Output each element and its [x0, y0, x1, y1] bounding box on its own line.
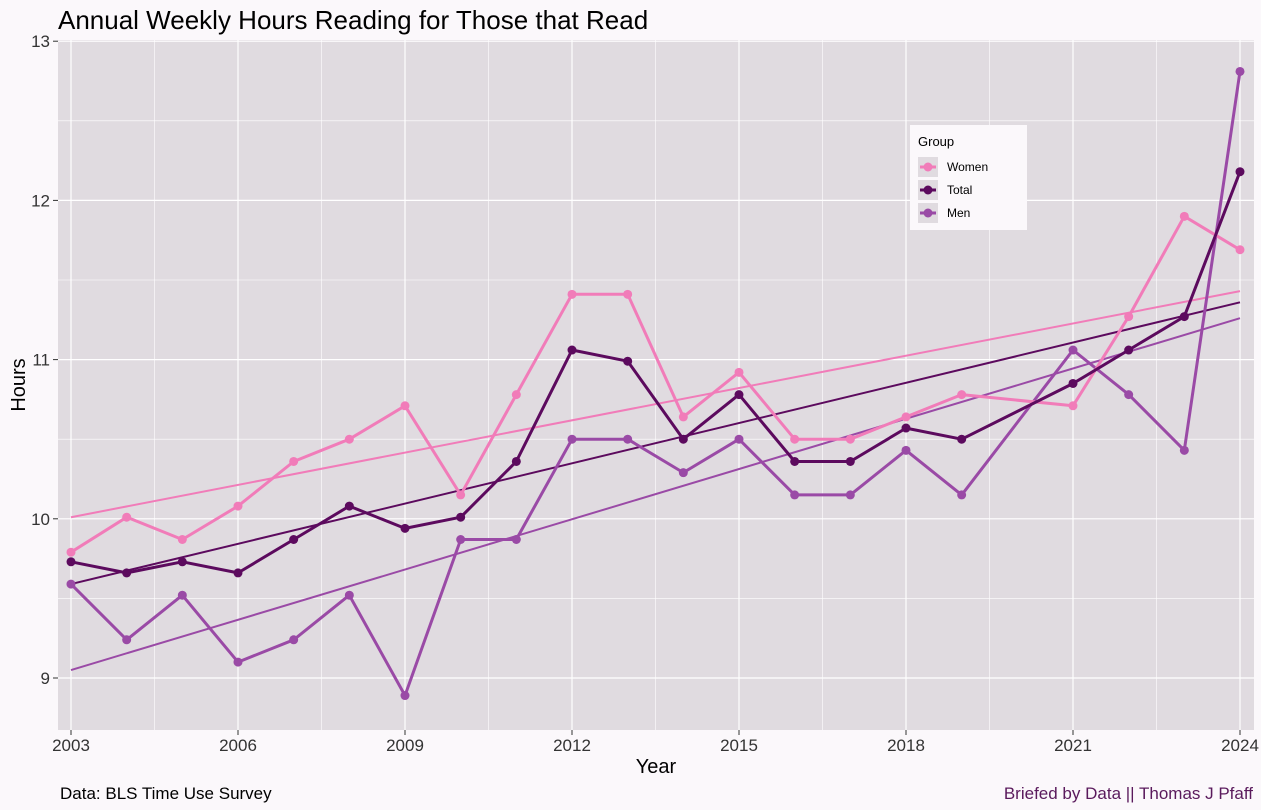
x-tick-label: 2009: [386, 736, 424, 755]
data-point-women: [623, 289, 633, 299]
legend-key-point: [923, 185, 933, 195]
legend-title: Group: [918, 134, 954, 149]
data-point-women: [1235, 245, 1245, 255]
data-point-women: [400, 401, 410, 411]
data-point-total: [1068, 378, 1078, 388]
x-axis-title: Year: [636, 756, 677, 778]
data-point-total: [456, 512, 466, 522]
x-tick-label: 2018: [887, 736, 925, 755]
y-axis-ticks: 9 10 11 12 13: [31, 32, 58, 688]
y-tick-label: 9: [41, 669, 50, 688]
data-point-women: [289, 456, 299, 466]
data-point-total: [344, 501, 354, 511]
data-point-men: [400, 691, 410, 701]
caption-credit: Briefed by Data || Thomas J Pfaff: [1004, 784, 1253, 803]
data-point-women: [122, 512, 132, 522]
legend-items: Women Total Men: [918, 157, 988, 223]
data-point-women: [1179, 211, 1189, 221]
data-point-total: [901, 423, 911, 433]
chart-title: Annual Weekly Hours Reading for Those th…: [58, 5, 648, 35]
x-tick-label: 2012: [553, 736, 591, 755]
data-point-total: [1235, 167, 1245, 177]
data-point-total: [734, 390, 744, 400]
data-point-men: [1068, 345, 1078, 355]
data-point-men: [122, 635, 132, 645]
data-point-men: [344, 590, 354, 600]
data-point-total: [511, 456, 521, 466]
data-point-total: [66, 557, 76, 567]
data-point-men: [66, 579, 76, 589]
data-point-men: [845, 490, 855, 500]
x-tick-label: 2015: [720, 736, 758, 755]
data-point-men: [511, 534, 521, 544]
data-point-men: [790, 490, 800, 500]
data-point-total: [678, 434, 688, 444]
data-point-total: [623, 356, 633, 366]
data-point-women: [957, 390, 967, 400]
data-point-men: [623, 434, 633, 444]
data-point-women: [1068, 401, 1078, 411]
legend: Group Women Total Men: [910, 125, 1027, 230]
legend-key-point: [923, 162, 933, 172]
data-point-men: [1179, 445, 1189, 455]
data-point-men: [734, 434, 744, 444]
data-point-women: [511, 390, 521, 400]
data-point-total: [790, 456, 800, 466]
data-point-total: [845, 456, 855, 466]
trend-line-women: [70, 290, 1241, 519]
data-point-women: [734, 367, 744, 377]
data-point-men: [901, 445, 911, 455]
data-point-women: [344, 434, 354, 444]
data-point-women: [456, 490, 466, 500]
x-tick-label: 2024: [1221, 736, 1259, 755]
data-point-men: [567, 434, 577, 444]
y-axis-title: Hours: [8, 358, 30, 411]
x-tick-label: 2021: [1054, 736, 1092, 755]
y-tick-label: 13: [31, 32, 50, 51]
data-point-women: [901, 412, 911, 422]
data-point-total: [233, 568, 243, 578]
data-point-men: [1124, 390, 1134, 400]
data-series: [66, 66, 1245, 701]
data-point-men: [456, 534, 466, 544]
data-point-men: [177, 590, 187, 600]
data-point-men: [1235, 66, 1245, 76]
data-point-total: [122, 568, 132, 578]
y-tick-label: 11: [32, 351, 50, 370]
data-point-women: [1124, 312, 1134, 322]
data-point-total: [400, 523, 410, 533]
data-point-men: [233, 657, 243, 667]
data-point-total: [289, 534, 299, 544]
data-point-total: [957, 434, 967, 444]
legend-key-point: [923, 208, 933, 218]
data-point-women: [845, 434, 855, 444]
data-point-total: [1179, 312, 1189, 322]
data-point-total: [177, 557, 187, 567]
y-tick-label: 12: [31, 191, 50, 210]
data-point-men: [957, 490, 967, 500]
legend-label-men: Men: [947, 206, 970, 220]
legend-label-total: Total: [947, 183, 972, 197]
data-point-women: [567, 289, 577, 299]
x-tick-label: 2003: [52, 736, 90, 755]
x-axis-ticks: 2003 2006 2009 2012 2015 2018 2021 2024: [52, 730, 1259, 755]
x-tick-label: 2006: [219, 736, 257, 755]
data-point-total: [567, 345, 577, 355]
data-point-men: [678, 468, 688, 478]
data-point-women: [678, 412, 688, 422]
trend-lines: [70, 290, 1241, 671]
data-point-women: [177, 534, 187, 544]
data-point-women: [233, 501, 243, 511]
y-tick-label: 10: [31, 510, 50, 529]
legend-label-women: Women: [947, 160, 988, 174]
trend-line-total: [70, 301, 1241, 586]
data-point-women: [790, 434, 800, 444]
data-point-women: [66, 547, 76, 557]
trend-line-men: [70, 317, 1241, 671]
caption-source: Data: BLS Time Use Survey: [60, 784, 272, 803]
data-point-total: [1124, 345, 1134, 355]
data-point-men: [289, 635, 299, 645]
